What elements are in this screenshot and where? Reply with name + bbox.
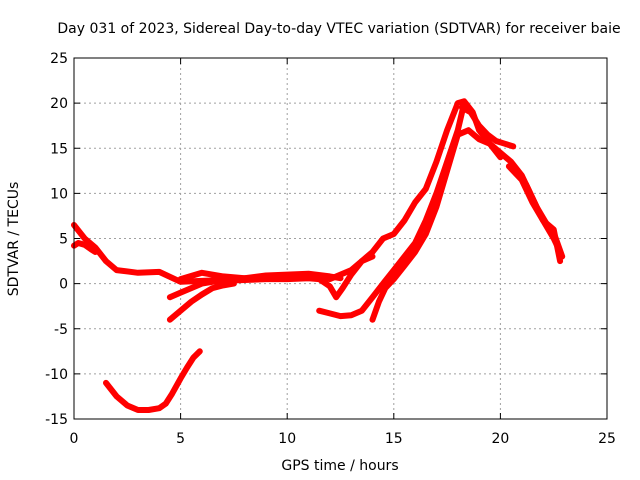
series-late-decay-b — [523, 181, 566, 260]
grid-lines — [74, 58, 607, 419]
series-main-trace — [71, 98, 564, 285]
y-tick-label: -15 — [45, 412, 68, 428]
x-tick-label: 5 — [176, 431, 185, 447]
y-tick-label: -10 — [45, 367, 68, 383]
chart-title: Day 031 of 2023, Sidereal Day-to-day VTE… — [57, 21, 620, 37]
series-peak-shoulder — [459, 104, 517, 150]
x-tick-label: 25 — [598, 431, 616, 447]
series-upper-branch — [177, 269, 344, 283]
x-tick-label: 0 — [70, 431, 79, 447]
series-left-early-branch — [71, 240, 99, 255]
y-tick-label: 15 — [50, 141, 68, 157]
data-series — [71, 98, 566, 413]
series-lower-branch — [166, 253, 376, 301]
plot-frame — [73, 57, 608, 420]
y-tick-label: 0 — [59, 277, 68, 293]
y-tick-label: -5 — [54, 322, 68, 338]
y-tick-label: 20 — [50, 96, 68, 112]
x-tick-label: 15 — [385, 431, 403, 447]
y-tick-label: 5 — [59, 232, 68, 248]
x-tick-label: 20 — [491, 431, 509, 447]
y-tick-label: 25 — [50, 51, 68, 67]
series-mid-branch — [166, 280, 237, 323]
series-late-decay-a — [505, 163, 564, 265]
y-axis-label: SDTVAR / TECUs — [6, 182, 22, 297]
x-axis-label: GPS time / hours — [281, 458, 398, 474]
y-tick-label: 10 — [50, 186, 68, 202]
x-tick-label: 10 — [278, 431, 296, 447]
series-bottom-arc — [103, 348, 203, 413]
series-rise-branch-b — [369, 127, 504, 323]
